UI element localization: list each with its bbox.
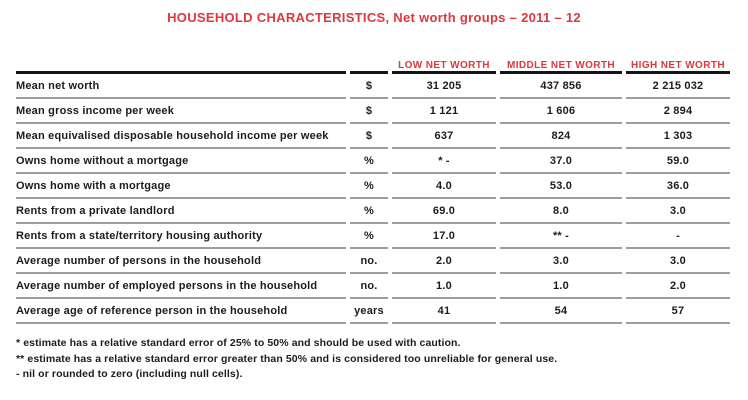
row-value-middle: 1.0	[500, 272, 622, 297]
row-value-low: 41	[392, 297, 496, 324]
row-value-high: 2 215 032	[626, 71, 730, 97]
footnote-double-asterisk: ** estimate has a relative standard erro…	[16, 352, 558, 365]
row-value-middle: 8.0	[500, 197, 622, 222]
row-value-middle: 437 856	[500, 71, 622, 97]
row-label: Owns home without a mortgage	[16, 147, 346, 172]
table-row: Mean equivalised disposable household in…	[16, 122, 730, 147]
row-unit: %	[350, 172, 388, 197]
row-value-middle: 37.0	[500, 147, 622, 172]
column-header-middle-net-worth: MIDDLE NET WORTH	[506, 60, 616, 71]
row-label: Rents from a state/territory housing aut…	[16, 222, 346, 247]
page-title: HOUSEHOLD CHARACTERISTICS, Net worth gro…	[167, 10, 581, 25]
row-label: Average number of employed persons in th…	[16, 272, 346, 297]
row-value-high: 3.0	[626, 197, 730, 222]
row-value-high: 1 303	[626, 122, 730, 147]
row-unit: %	[350, 147, 388, 172]
table-row: Average number of persons in the househo…	[16, 247, 730, 272]
table-row: Rents from a state/territory housing aut…	[16, 222, 730, 247]
row-value-high: 2.0	[626, 272, 730, 297]
column-header-high-net-worth: HIGH NET WORTH	[631, 60, 725, 71]
row-unit: %	[350, 197, 388, 222]
row-value-low: 4.0	[392, 172, 496, 197]
row-value-low: 69.0	[392, 197, 496, 222]
row-value-middle: 1 606	[500, 97, 622, 122]
row-value-low: 2.0	[392, 247, 496, 272]
table-row: Average number of employed persons in th…	[16, 272, 730, 297]
row-unit: $	[350, 122, 388, 147]
row-label: Average age of reference person in the h…	[16, 297, 346, 324]
column-header-row: LOW NET WORTH MIDDLE NET WORTH HIGH NET …	[16, 25, 730, 71]
row-unit: no.	[350, 247, 388, 272]
table-row: Owns home with a mortgage % 4.0 53.0 36.…	[16, 172, 730, 197]
header-spacer-label	[16, 25, 346, 71]
row-value-middle: 824	[500, 122, 622, 147]
row-value-high: 59.0	[626, 147, 730, 172]
footnotes: * estimate has a relative standard error…	[16, 336, 748, 383]
row-value-high: -	[626, 222, 730, 247]
row-label: Owns home with a mortgage	[16, 172, 346, 197]
row-unit: $	[350, 71, 388, 97]
table-row: Average age of reference person in the h…	[16, 297, 730, 324]
household-characteristics-table: LOW NET WORTH MIDDLE NET WORTH HIGH NET …	[12, 25, 734, 324]
row-unit: no.	[350, 272, 388, 297]
footnote-single-asterisk: * estimate has a relative standard error…	[16, 337, 461, 349]
row-value-middle: 53.0	[500, 172, 622, 197]
row-value-high: 2 894	[626, 97, 730, 122]
row-label: Rents from a private landlord	[16, 197, 346, 222]
row-value-high: 57	[626, 297, 730, 324]
table-row: Mean net worth $ 31 205 437 856 2 215 03…	[16, 71, 730, 97]
row-unit: $	[350, 97, 388, 122]
table-row: Owns home without a mortgage % * - 37.0 …	[16, 147, 730, 172]
row-label: Mean gross income per week	[16, 97, 346, 122]
row-label: Average number of persons in the househo…	[16, 247, 346, 272]
row-value-low: 1 121	[392, 97, 496, 122]
row-unit: %	[350, 222, 388, 247]
row-value-low: 1.0	[392, 272, 496, 297]
row-value-middle: 54	[500, 297, 622, 324]
table-row: Mean gross income per week $ 1 121 1 606…	[16, 97, 730, 122]
row-value-high: 3.0	[626, 247, 730, 272]
row-value-middle: ** -	[500, 222, 622, 247]
column-header-low-net-worth: LOW NET WORTH	[398, 60, 490, 71]
row-value-low: 637	[392, 122, 496, 147]
row-value-low: * -	[392, 147, 496, 172]
row-value-low: 17.0	[392, 222, 496, 247]
row-label: Mean net worth	[16, 71, 346, 97]
header-spacer-unit	[350, 25, 388, 71]
row-value-middle: 3.0	[500, 247, 622, 272]
row-label: Mean equivalised disposable household in…	[16, 122, 346, 147]
row-value-high: 36.0	[626, 172, 730, 197]
table-row: Rents from a private landlord % 69.0 8.0…	[16, 197, 730, 222]
row-value-low: 31 205	[392, 71, 496, 97]
row-unit: years	[350, 297, 388, 324]
footnote-nil: - nil or rounded to zero (including null…	[16, 368, 243, 380]
